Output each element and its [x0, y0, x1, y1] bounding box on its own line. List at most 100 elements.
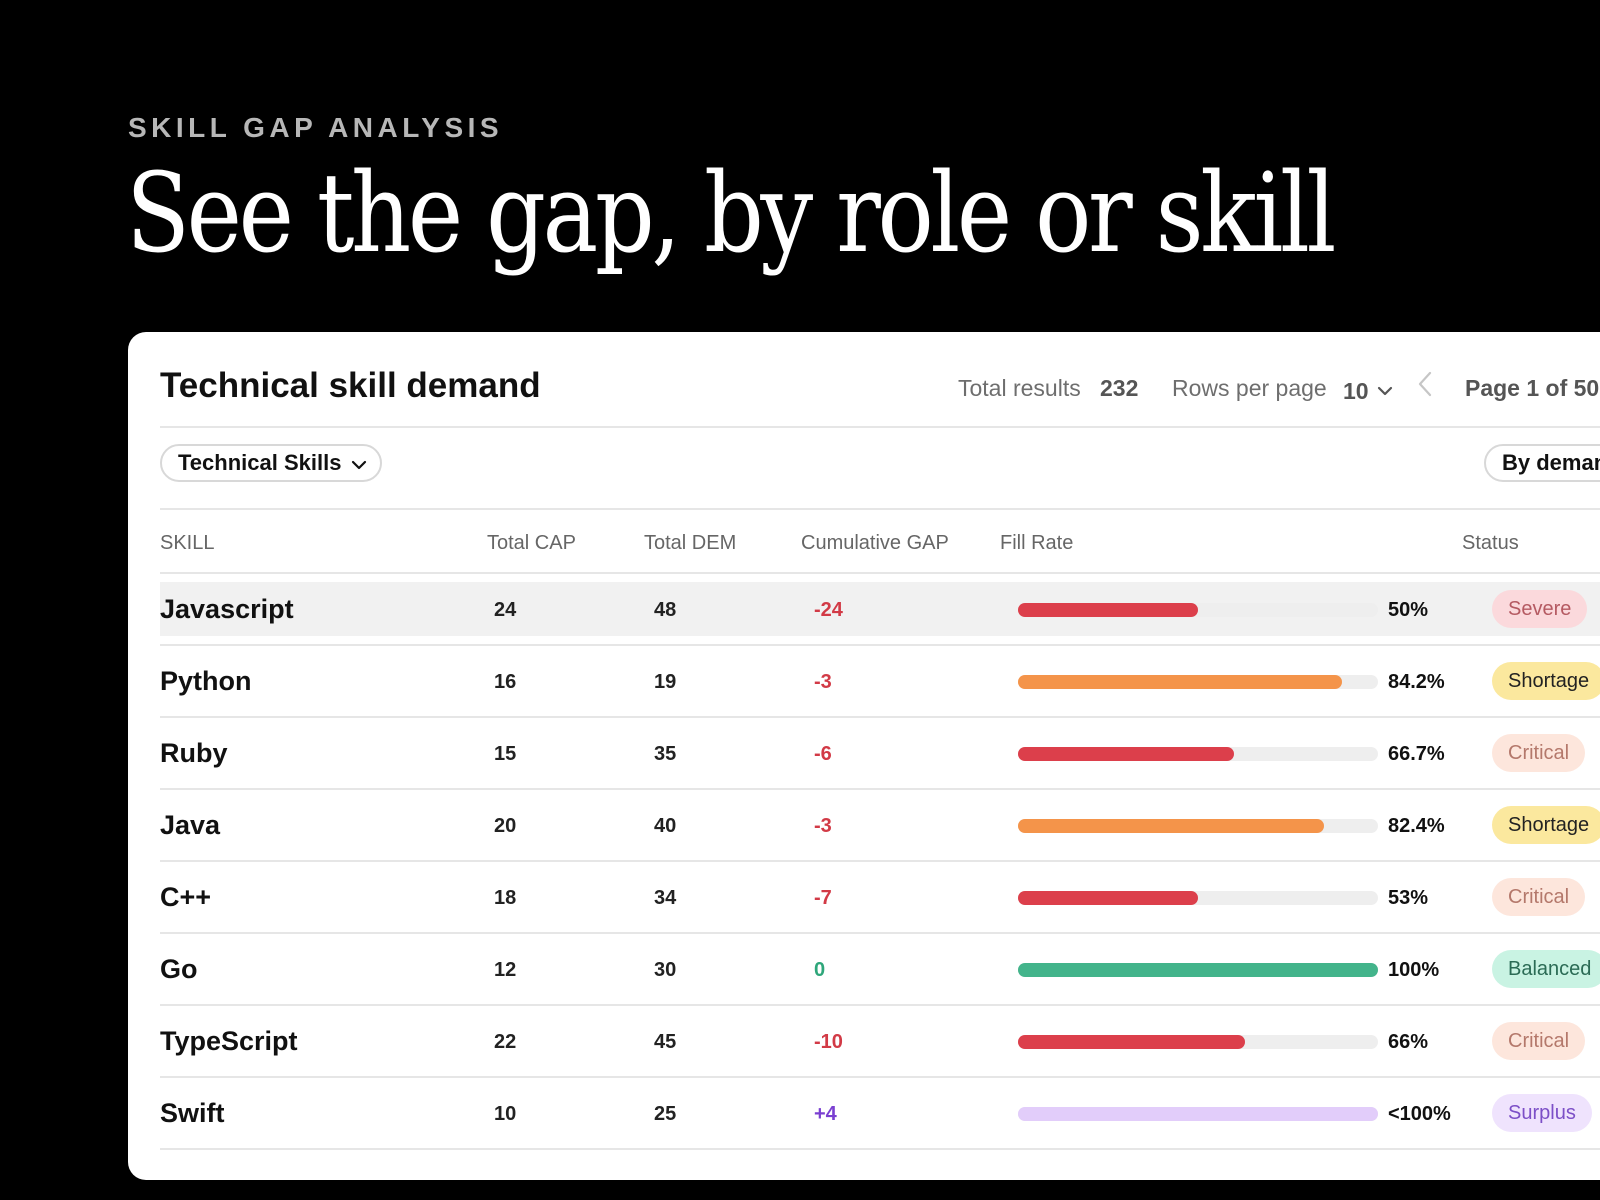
fill-rate-value: 84.2%: [1388, 671, 1445, 693]
fill-rate-value: 50%: [1388, 599, 1429, 621]
fill-rate-bar: [1018, 675, 1378, 689]
skill-name: Java: [160, 810, 221, 840]
total-cap-value: 24: [494, 599, 517, 621]
cumulative-gap-value: +4: [814, 1103, 837, 1125]
card-title: Technical skill demand: [160, 366, 541, 405]
skill-name: Python: [160, 666, 252, 696]
total-cap-value: 16: [494, 671, 517, 693]
total-cap-value: 22: [494, 1031, 517, 1053]
skill-name: Go: [160, 954, 198, 984]
fill-rate-bar-fill: [1018, 891, 1198, 905]
fill-rate-value: <100%: [1388, 1103, 1451, 1125]
table-row[interactable]: Java 20 40 -3 82.4% Shortage: [160, 790, 1600, 862]
table-row[interactable]: C++ 18 34 -7 53% Critical: [160, 862, 1600, 934]
fill-rate-bar-fill: [1018, 1107, 1378, 1121]
chevron-down-icon: [1377, 375, 1393, 402]
column-header-total-dem[interactable]: Total DEM: [644, 532, 737, 554]
column-header-total-cap[interactable]: Total CAP: [487, 532, 576, 554]
page-eyebrow: SKILL GAP ANALYSIS: [128, 112, 504, 143]
fill-rate-bar: [1018, 1107, 1378, 1121]
status-badge: Shortage: [1492, 662, 1600, 700]
fill-rate-bar: [1018, 603, 1378, 617]
fill-rate-bar-fill: [1018, 675, 1342, 689]
fill-rate-bar: [1018, 819, 1378, 833]
total-cap-value: 10: [494, 1103, 517, 1125]
cumulative-gap-value: -7: [814, 887, 832, 909]
card-content: Technical skill demand Total results 232…: [160, 332, 1600, 1180]
total-cap-value: 15: [494, 743, 517, 765]
total-results-label: Total results: [958, 375, 1081, 401]
table-row[interactable]: Ruby 15 35 -6 66.7% Critical: [160, 718, 1600, 790]
card-header: Technical skill demand Total results 232…: [160, 332, 1600, 428]
status-badge: Critical: [1492, 878, 1586, 916]
sort-label: By deman: [1502, 450, 1600, 475]
total-dem-value: 48: [654, 599, 677, 621]
skill-name: C++: [160, 882, 212, 912]
status-badge: Surplus: [1492, 1094, 1592, 1132]
fill-rate-bar-fill: [1018, 819, 1324, 833]
skill-name: TypeScript: [160, 1026, 298, 1056]
table-row[interactable]: Javascript 24 48 -24 50% Severe: [160, 574, 1600, 646]
total-dem-value: 35: [654, 743, 677, 765]
skill-name: Ruby: [160, 738, 228, 768]
table-header: SKILL Total CAP Total DEM Cumulative GAP…: [160, 510, 1600, 574]
rows-per-page-select[interactable]: 10: [1343, 375, 1393, 405]
total-cap-value: 20: [494, 815, 517, 837]
chevron-left-icon: [1417, 371, 1433, 405]
total-dem-value: 40: [654, 815, 677, 837]
page-indicator: Page 1 of 50: [1465, 375, 1600, 401]
fill-rate-value: 82.4%: [1388, 815, 1445, 837]
fill-rate-value: 66.7%: [1388, 743, 1445, 765]
fill-rate-bar-fill: [1018, 603, 1198, 617]
chevron-down-icon: [351, 450, 367, 476]
table-row[interactable]: Go 12 30 0 100% Balanced: [160, 934, 1600, 1006]
status-badge: Balanced: [1492, 950, 1600, 988]
fill-rate-bar: [1018, 891, 1378, 905]
table-row[interactable]: Python 16 19 -3 84.2% Shortage: [160, 646, 1600, 718]
total-dem-value: 45: [654, 1031, 677, 1053]
column-header-fill-rate[interactable]: Fill Rate: [1000, 532, 1074, 554]
filter-row: Technical Skills By deman: [160, 428, 1600, 510]
fill-rate-bar-fill: [1018, 963, 1378, 977]
total-dem-value: 19: [654, 671, 677, 693]
table-row[interactable]: Swift 10 25 +4 <100% Surplus: [160, 1078, 1600, 1150]
status-badge: Critical: [1492, 1022, 1586, 1060]
skill-category-dropdown[interactable]: Technical Skills: [160, 444, 382, 482]
cumulative-gap-value: -3: [814, 815, 832, 837]
cumulative-gap-value: -6: [814, 743, 832, 765]
page-headline: See the gap, by role or skill: [126, 149, 1336, 277]
skill-name: Javascript: [160, 594, 294, 624]
cumulative-gap-value: -24: [814, 599, 843, 621]
fill-rate-bar: [1018, 747, 1378, 761]
fill-rate-value: 66%: [1388, 1031, 1429, 1053]
sort-dropdown[interactable]: By deman: [1484, 444, 1600, 482]
total-dem-value: 25: [654, 1103, 677, 1125]
status-badge: Critical: [1492, 734, 1586, 772]
total-cap-value: 18: [494, 887, 517, 909]
total-cap-value: 12: [494, 959, 517, 981]
skill-category-label: Technical Skills: [178, 450, 342, 475]
column-header-cumulative-gap[interactable]: Cumulative GAP: [801, 532, 949, 554]
status-badge: Shortage: [1492, 806, 1600, 844]
cumulative-gap-value: 0: [814, 959, 826, 981]
skill-name: Swift: [160, 1098, 225, 1128]
fill-rate-bar-fill: [1018, 747, 1234, 761]
table-row[interactable]: TypeScript 22 45 -10 66% Critical: [160, 1006, 1600, 1078]
total-dem-value: 30: [654, 959, 677, 981]
previous-page-button[interactable]: [1417, 370, 1433, 406]
status-badge: Severe: [1492, 590, 1588, 628]
column-header-skill[interactable]: SKILL: [160, 532, 215, 554]
fill-rate-bar: [1018, 1035, 1378, 1049]
cumulative-gap-value: -10: [814, 1031, 843, 1053]
total-results-value: 232: [1100, 375, 1139, 401]
cumulative-gap-value: -3: [814, 671, 832, 693]
fill-rate-value: 53%: [1388, 887, 1429, 909]
rows-per-page-label: Rows per page: [1172, 375, 1327, 401]
column-header-status[interactable]: Status: [1462, 532, 1519, 554]
total-dem-value: 34: [654, 887, 677, 909]
skill-demand-card: Technical skill demand Total results 232…: [128, 332, 1600, 1180]
row-highlight: [160, 582, 1600, 636]
rows-per-page-value: 10: [1343, 378, 1369, 404]
fill-rate-bar: [1018, 963, 1378, 977]
fill-rate-bar-fill: [1018, 1035, 1245, 1049]
